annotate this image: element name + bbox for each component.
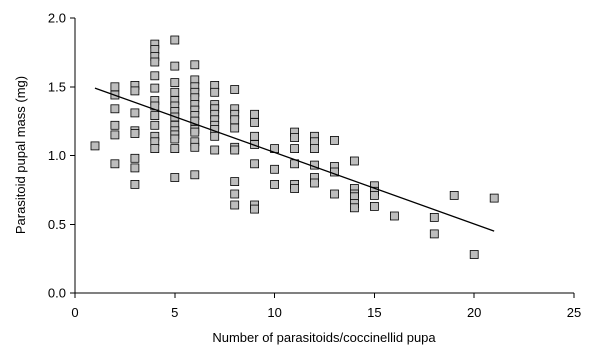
data-point bbox=[90, 141, 100, 151]
y-tick-label: 2.0 bbox=[48, 11, 66, 26]
data-point bbox=[150, 144, 160, 154]
data-point bbox=[349, 156, 359, 166]
data-point bbox=[250, 118, 260, 127]
data-point bbox=[170, 78, 180, 87]
data-point bbox=[369, 201, 379, 211]
data-point bbox=[130, 129, 140, 138]
data-point bbox=[110, 104, 120, 114]
data-point bbox=[429, 212, 439, 222]
data-point bbox=[210, 131, 220, 141]
data-point bbox=[250, 204, 260, 214]
data-point bbox=[130, 86, 140, 96]
data-point bbox=[389, 211, 399, 221]
y-tick-label: 1.5 bbox=[48, 79, 66, 94]
data-point bbox=[270, 179, 280, 189]
data-point bbox=[130, 153, 140, 163]
data-point bbox=[170, 134, 180, 144]
data-point bbox=[210, 87, 220, 97]
data-point bbox=[150, 120, 160, 130]
data-point bbox=[250, 109, 260, 119]
data-point bbox=[310, 178, 319, 188]
data-point bbox=[310, 144, 319, 154]
trendline-group bbox=[94, 87, 495, 232]
data-point bbox=[210, 145, 220, 155]
data-point bbox=[110, 120, 120, 130]
data-point bbox=[110, 130, 120, 140]
data-point bbox=[250, 131, 260, 141]
data-point bbox=[330, 135, 339, 145]
data-point bbox=[230, 115, 240, 125]
y-axis-label: Parasitoid pupal mass (mg) bbox=[13, 76, 28, 234]
data-point bbox=[170, 61, 180, 71]
data-point bbox=[150, 83, 160, 93]
data-point bbox=[170, 87, 180, 97]
data-point bbox=[449, 190, 459, 200]
data-point bbox=[190, 127, 200, 137]
data-point bbox=[290, 133, 300, 143]
data-point bbox=[330, 189, 339, 199]
data-point bbox=[250, 159, 260, 169]
data-point bbox=[190, 170, 200, 180]
data-point bbox=[130, 179, 140, 189]
data-point bbox=[230, 145, 240, 155]
x-tick-label: 20 bbox=[467, 305, 481, 320]
data-point bbox=[110, 82, 120, 92]
y-tick-label: 0.0 bbox=[48, 286, 66, 301]
data-point bbox=[150, 111, 160, 120]
data-point bbox=[190, 60, 200, 70]
data-points bbox=[90, 35, 499, 259]
data-point bbox=[489, 193, 499, 203]
chart-axes: 0 5 10 15 20 25 0.0 0.5 1.0 1.5 2.0 bbox=[48, 11, 581, 321]
data-point bbox=[290, 144, 300, 154]
data-point bbox=[230, 123, 240, 133]
data-point bbox=[369, 190, 379, 200]
data-point bbox=[469, 250, 479, 259]
trendline bbox=[94, 87, 495, 232]
data-point bbox=[150, 71, 160, 81]
x-axis-label: Number of parasitoids/coccinellid pupa bbox=[212, 330, 436, 345]
data-point bbox=[170, 35, 180, 45]
y-tick-label: 1.0 bbox=[48, 148, 66, 163]
x-tick-label: 15 bbox=[367, 305, 381, 320]
data-point bbox=[130, 163, 140, 173]
data-point bbox=[170, 144, 180, 154]
data-point bbox=[130, 108, 140, 118]
data-point bbox=[170, 173, 180, 182]
data-point bbox=[290, 184, 300, 193]
data-point bbox=[349, 203, 359, 213]
data-point bbox=[230, 85, 240, 94]
y-tick-label: 0.5 bbox=[48, 217, 66, 232]
x-tick-label: 10 bbox=[267, 305, 281, 320]
data-point bbox=[270, 164, 280, 174]
data-point bbox=[150, 57, 160, 67]
data-point bbox=[230, 189, 240, 199]
data-point bbox=[110, 159, 120, 169]
data-point bbox=[190, 142, 200, 152]
x-tick-label: 0 bbox=[71, 305, 78, 320]
data-point bbox=[230, 177, 240, 187]
data-point bbox=[230, 200, 240, 210]
data-point bbox=[429, 229, 439, 239]
x-tick-label: 5 bbox=[171, 305, 178, 320]
x-tick-label: 25 bbox=[567, 305, 581, 320]
